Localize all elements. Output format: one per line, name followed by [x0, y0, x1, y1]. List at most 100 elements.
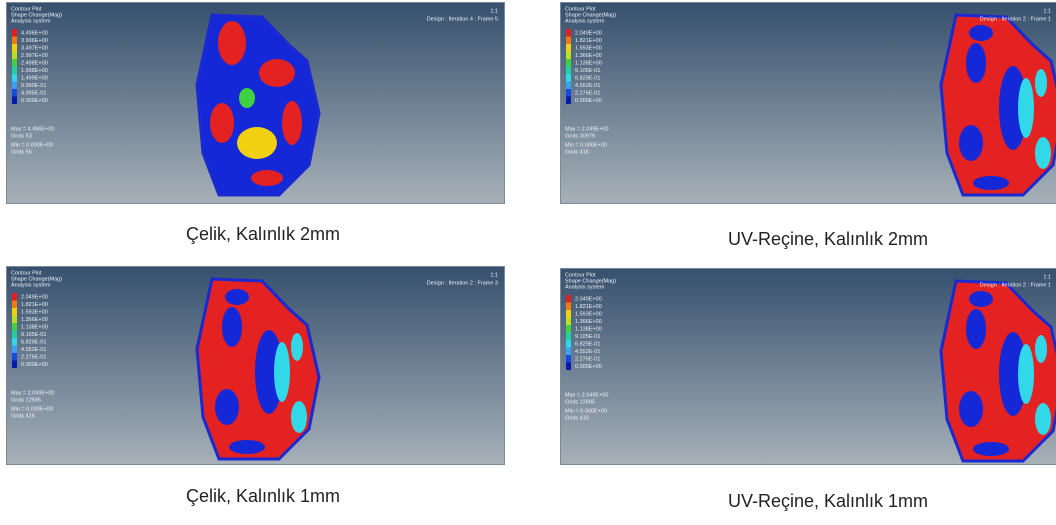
legend-value: 9.105E-01 — [575, 334, 600, 340]
legend-swatch — [566, 325, 571, 333]
min-grids: Grids 416 — [565, 149, 589, 155]
legend-value: 1.998E+00 — [21, 68, 48, 74]
system-name: Analysis system — [565, 284, 605, 290]
legend-swatch — [12, 308, 17, 316]
legend-swatch — [12, 89, 17, 97]
contour-region — [222, 307, 242, 347]
caption: Çelik, Kalınlık 2mm — [63, 224, 463, 245]
contour-region — [282, 101, 302, 145]
legend-swatch — [566, 303, 571, 311]
legend-swatch — [566, 295, 571, 303]
contour-region — [210, 103, 234, 143]
system-name: Analysis system — [11, 282, 51, 288]
contour-region — [291, 401, 307, 433]
legend-swatch — [12, 316, 17, 324]
legend-value: 2.276E-01 — [575, 90, 600, 96]
design-frame: Design : Iteration 2 : Frame 3 — [427, 280, 498, 286]
contour-region — [1035, 403, 1051, 435]
legend-swatch — [12, 346, 17, 354]
legend-swatch — [12, 67, 17, 75]
system-name: Analysis system — [11, 18, 51, 24]
legend-swatch — [566, 37, 571, 45]
legend-value: 9.990E-01 — [21, 83, 46, 89]
legend-value: 1.821E+00 — [21, 302, 48, 308]
legend-value: 1.499E+00 — [21, 75, 48, 81]
contour-region — [969, 25, 993, 41]
contour-region — [218, 21, 246, 65]
legend-swatch — [566, 89, 571, 97]
design-frame: Design : Iteration 2 : Frame 1 — [980, 16, 1051, 22]
legend-value: 4.995E-01 — [21, 90, 46, 96]
legend-value: 2.498E+00 — [21, 60, 48, 66]
caption: UV-Reçine, Kalınlık 2mm — [628, 229, 1028, 250]
contour-region — [969, 291, 993, 307]
legend-swatch — [12, 293, 17, 301]
min-grids: Grids 416 — [565, 415, 589, 421]
legend-value: 4.496E+00 — [21, 30, 48, 36]
legend-value: 1.821E+00 — [575, 304, 602, 310]
legend-swatch — [566, 355, 571, 363]
max-grids: Grids 53 — [11, 133, 32, 139]
legend-value: 1.366E+00 — [575, 53, 602, 59]
legend-value: 1.593E+00 — [575, 45, 602, 51]
legend-value: 2.049E+00 — [21, 294, 48, 300]
contour-region — [237, 127, 277, 159]
scale: 1:1 — [490, 272, 498, 278]
legend-value: 1.366E+00 — [21, 317, 48, 323]
legend-swatch — [566, 348, 571, 356]
contour-region — [259, 59, 295, 87]
legend-swatch — [12, 353, 17, 361]
legend-value: 9.105E-01 — [21, 332, 46, 338]
contour-panel: Contour PlotShape Change(Mag)Analysis sy… — [6, 2, 505, 204]
legend-swatch — [12, 74, 17, 82]
legend-swatch — [12, 44, 17, 52]
legend-value: 0.000E+00 — [21, 362, 48, 368]
legend-value: 4.552E-01 — [21, 347, 46, 353]
legend-swatch — [12, 59, 17, 67]
contour-region — [966, 309, 986, 349]
legend-swatch — [12, 97, 17, 105]
legend-value: 1.138E+00 — [575, 326, 602, 332]
legend-swatch — [12, 338, 17, 346]
legend-value: 2.049E+00 — [575, 296, 602, 302]
min-grids: Grids 416 — [11, 413, 35, 419]
legend-swatch — [566, 333, 571, 341]
contour-region — [1018, 78, 1034, 138]
contour-region — [229, 440, 265, 454]
legend-swatch — [566, 82, 571, 90]
legend-swatch — [566, 44, 571, 52]
legend-swatch — [566, 363, 571, 371]
legend-swatch — [12, 361, 17, 369]
legend-swatch — [566, 74, 571, 82]
contour-region — [973, 442, 1009, 456]
contour-region — [1035, 69, 1047, 97]
legend-swatch — [12, 331, 17, 339]
contour-region — [274, 342, 290, 402]
legend-value: 2.276E-01 — [21, 354, 46, 360]
contour-region — [959, 391, 983, 427]
contour-region — [1035, 137, 1051, 169]
max-value: Max = 4.496E+00 — [11, 126, 54, 132]
legend-value: 6.829E-01 — [575, 341, 600, 347]
legend-value: 1.138E+00 — [575, 60, 602, 66]
legend-value: 4.552E-01 — [575, 83, 600, 89]
scale: 1:1 — [1043, 274, 1051, 280]
contour-panel: Contour PlotShape Change(Mag)Analysis sy… — [6, 266, 505, 465]
legend-swatch — [12, 37, 17, 45]
min-value: Min = 0.000E+00 — [11, 406, 53, 412]
min-value: Min = 0.000E+00 — [11, 142, 53, 148]
legend-value: 0.000E+00 — [575, 364, 602, 370]
caption: Çelik, Kalınlık 1mm — [63, 486, 463, 507]
legend-value: 1.138E+00 — [21, 324, 48, 330]
legend-value: 0.000E+00 — [575, 98, 602, 104]
min-value: Min = 0.000E+00 — [565, 408, 607, 414]
legend-swatch — [566, 29, 571, 37]
max-value: Max = 2.049E+00 — [11, 390, 54, 396]
legend-swatch — [566, 52, 571, 60]
min-value: Min = 0.000E+00 — [565, 142, 607, 148]
scale: 1:1 — [490, 8, 498, 14]
scale: 1:1 — [1043, 8, 1051, 14]
legend-value: 2.276E-01 — [575, 356, 600, 362]
legend-swatch — [12, 52, 17, 60]
